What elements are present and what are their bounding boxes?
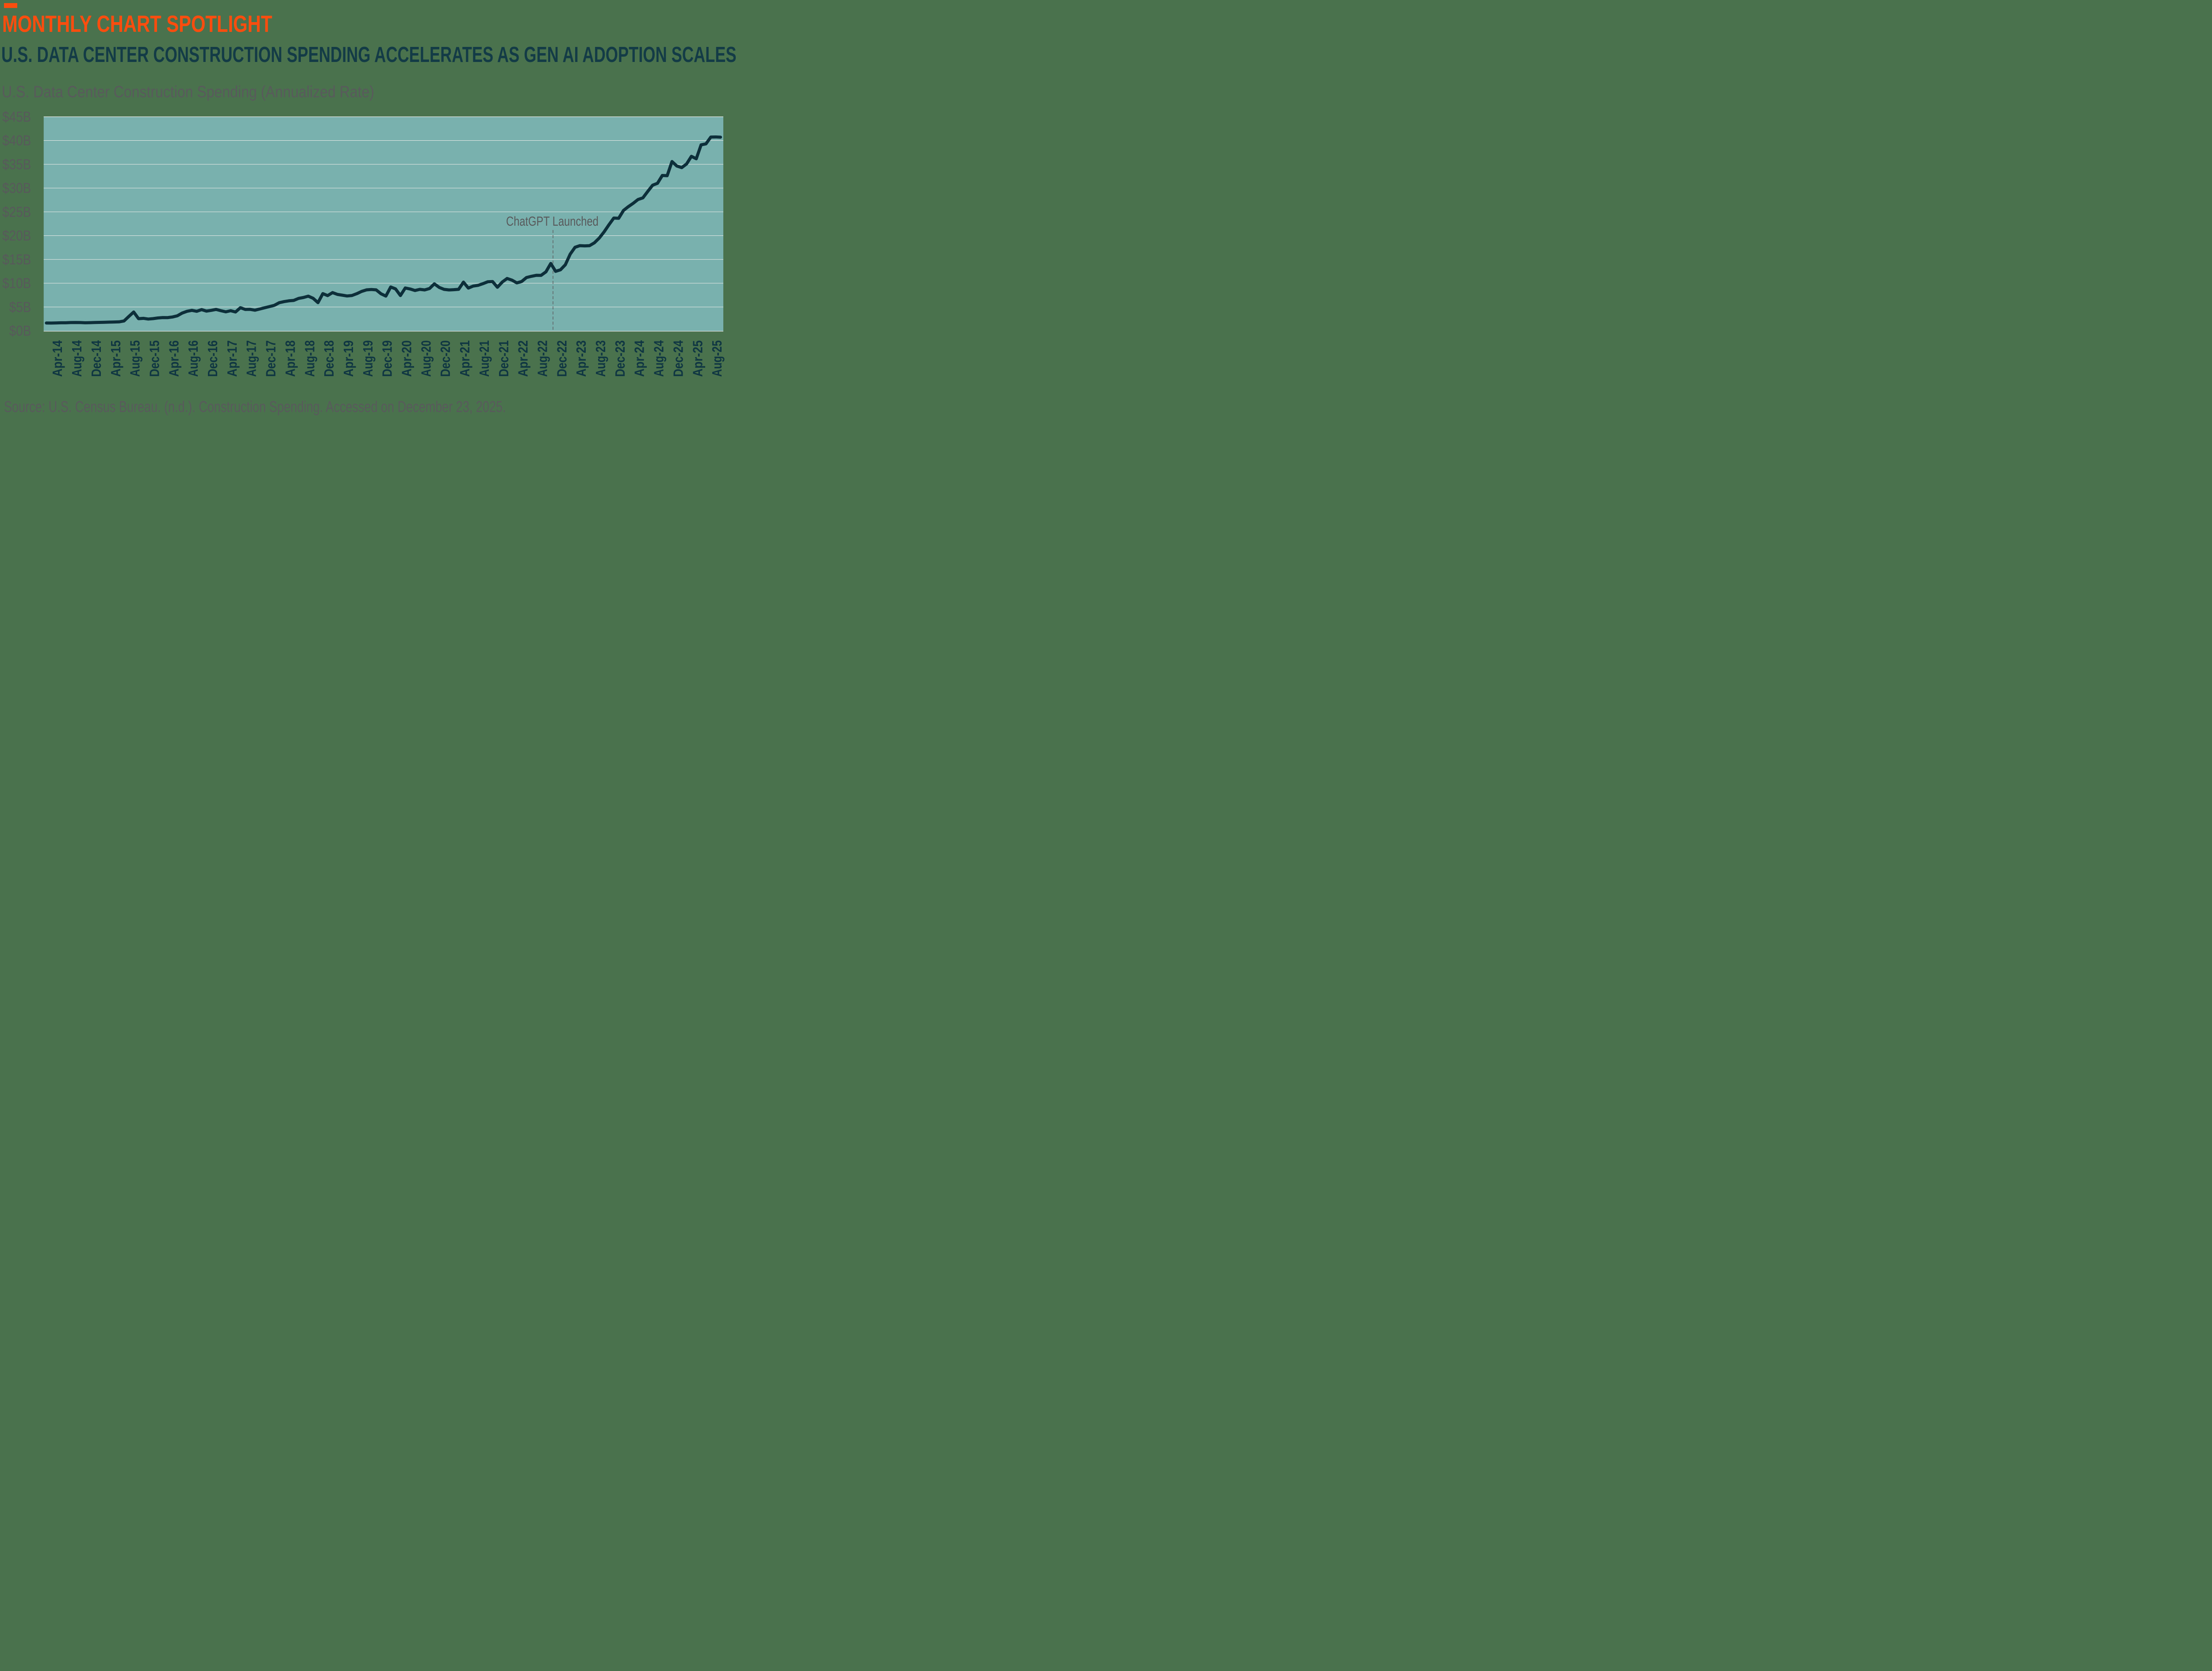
svg-text:Apr-16: Apr-16 — [166, 340, 181, 377]
svg-text:Aug-21: Aug-21 — [477, 340, 492, 377]
svg-text:Apr-15: Apr-15 — [108, 340, 123, 377]
svg-text:$25B: $25B — [2, 204, 31, 220]
svg-text:Apr-19: Apr-19 — [341, 340, 356, 377]
svg-text:Aug-19: Aug-19 — [361, 340, 376, 377]
svg-text:$30B: $30B — [2, 180, 31, 196]
svg-text:Dec-21: Dec-21 — [496, 340, 511, 377]
svg-text:$15B: $15B — [2, 251, 31, 267]
svg-text:Dec-24: Dec-24 — [671, 340, 686, 377]
svg-text:Aug-15: Aug-15 — [128, 340, 143, 377]
svg-text:Apr-24: Apr-24 — [632, 340, 647, 377]
svg-text:Dec-15: Dec-15 — [147, 340, 162, 377]
svg-text:Apr-17: Apr-17 — [225, 340, 240, 377]
svg-text:Aug-16: Aug-16 — [186, 340, 201, 377]
svg-text:$20B: $20B — [2, 228, 31, 244]
svg-text:Dec-16: Dec-16 — [205, 340, 220, 377]
svg-text:$35B: $35B — [2, 156, 31, 172]
svg-text:Dec-19: Dec-19 — [380, 340, 395, 377]
svg-text:Apr-21: Apr-21 — [457, 340, 472, 377]
svg-text:Apr-22: Apr-22 — [516, 340, 531, 377]
svg-text:Dec-20: Dec-20 — [438, 340, 453, 377]
svg-text:Apr-25: Apr-25 — [690, 340, 705, 377]
svg-text:$0B: $0B — [9, 323, 31, 339]
svg-text:Aug-23: Aug-23 — [593, 340, 608, 377]
svg-text:Apr-23: Apr-23 — [574, 340, 589, 377]
svg-text:Dec-22: Dec-22 — [554, 340, 569, 377]
svg-text:Apr-20: Apr-20 — [399, 340, 415, 377]
svg-text:$10B: $10B — [2, 275, 31, 291]
svg-text:Aug-25: Aug-25 — [710, 340, 725, 377]
svg-text:Aug-14: Aug-14 — [69, 340, 84, 377]
svg-text:Aug-18: Aug-18 — [302, 340, 317, 377]
svg-text:Aug-22: Aug-22 — [535, 340, 550, 377]
svg-text:Apr-18: Apr-18 — [283, 340, 298, 377]
svg-text:Dec-14: Dec-14 — [89, 340, 104, 377]
svg-text:Apr-14: Apr-14 — [50, 340, 65, 377]
svg-text:Dec-18: Dec-18 — [322, 340, 337, 377]
svg-text:Dec-23: Dec-23 — [613, 340, 628, 377]
svg-text:Aug-20: Aug-20 — [419, 340, 434, 377]
svg-text:Aug-24: Aug-24 — [652, 340, 667, 377]
svg-text:$5B: $5B — [9, 299, 31, 315]
svg-text:Aug-17: Aug-17 — [244, 340, 259, 377]
svg-text:$45B: $45B — [2, 109, 31, 125]
svg-text:$40B: $40B — [2, 133, 31, 149]
svg-text:Dec-17: Dec-17 — [264, 340, 279, 377]
